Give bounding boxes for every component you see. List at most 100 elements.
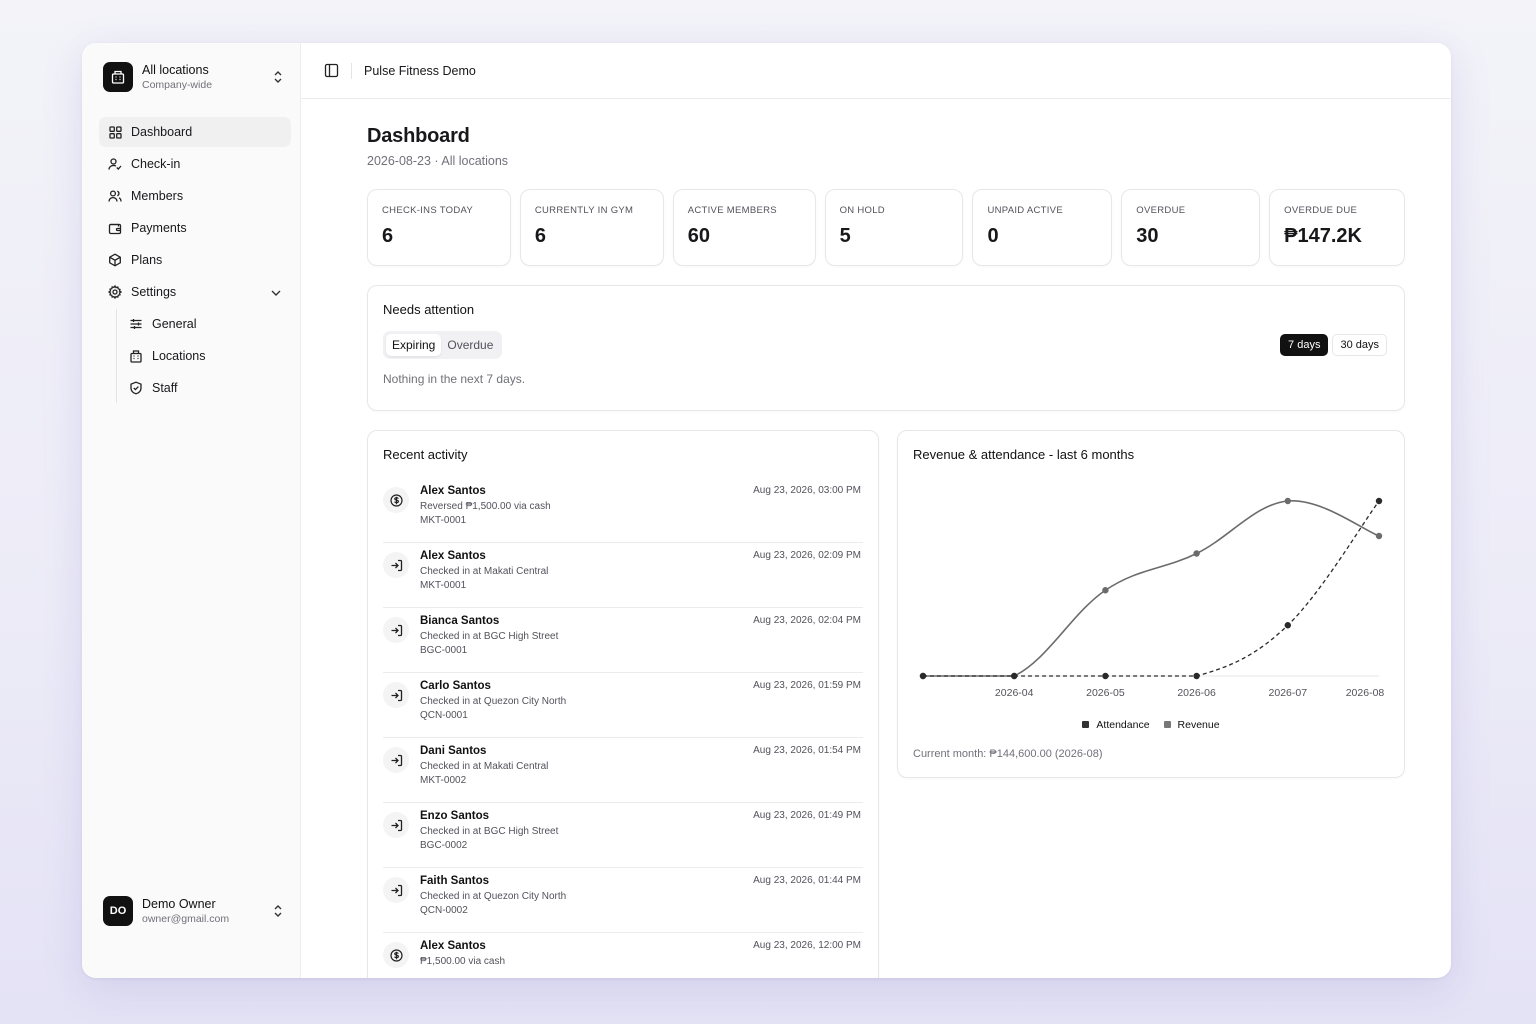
- stat-label: UNPAID ACTIVE: [987, 205, 1063, 216]
- sidebar-item-dashboard[interactable]: Dashboard: [99, 117, 291, 147]
- activity-description: Checked in at BGC High Street: [420, 826, 559, 837]
- activity-member-code: MKT-0001: [420, 515, 467, 526]
- activity-name: Enzo Santos: [420, 810, 490, 822]
- sidebar-item-general[interactable]: General: [117, 309, 291, 339]
- legend-item-revenue: Revenue: [1163, 719, 1220, 731]
- sidebar-item-locations[interactable]: Locations: [117, 341, 291, 371]
- data-point-attendance[interactable]: [1102, 672, 1109, 680]
- activity-row: Dani Santos Checked in at Makati Central M…: [383, 738, 863, 803]
- main-area: Pulse Fitness Demo Dashboard 2026-08-23 …: [301, 43, 1451, 978]
- activity-row: Carlo Santos Checked in at Quezon City No…: [383, 673, 863, 738]
- stat-label: OVERDUE DUE: [1284, 205, 1358, 216]
- page-content: Dashboard 2026-08-23 · All locations CHE…: [367, 99, 1406, 978]
- data-point-attendance[interactable]: [1011, 672, 1018, 680]
- sidebar-item-label: Dashboard: [131, 125, 193, 139]
- data-point-attendance[interactable]: [1375, 497, 1383, 505]
- check-in-icon: [383, 812, 409, 838]
- card-title: Recent activity: [383, 447, 468, 462]
- location-switcher[interactable]: All locations Company-wide: [103, 60, 285, 94]
- data-point-revenue[interactable]: [1102, 587, 1109, 594]
- activity-member-code: MKT-0001: [420, 580, 467, 591]
- stat-label: CHECK-INS TODAY: [382, 205, 474, 216]
- activity-row: Alex Santos ₱1,500.00 via cash Aug 23, 202…: [383, 933, 863, 978]
- app-name: Pulse Fitness Demo: [364, 63, 476, 78]
- activity-name: Faith Santos: [420, 875, 490, 887]
- check-in-icon: [383, 617, 409, 643]
- sidebar-item-settings[interactable]: Settings: [99, 277, 291, 307]
- x-tick-label: 2026-06: [1177, 687, 1216, 699]
- grid-icon: [108, 125, 122, 139]
- sidebar-item-check-in[interactable]: Check-in: [99, 149, 291, 179]
- stat-label: CURRENTLY IN GYM: [534, 205, 634, 216]
- data-point-revenue[interactable]: [1284, 497, 1291, 505]
- sidebar-item-plans[interactable]: Plans: [99, 245, 291, 275]
- stat-card-on-hold: ON HOLD 5: [824, 189, 964, 266]
- settings-subnav: General Locations Staff: [116, 309, 291, 403]
- legend-label: Revenue: [1177, 719, 1220, 731]
- tab-expiring[interactable]: Expiring: [386, 334, 442, 356]
- chart-footer: Current month: ₱144,600.00 (2026-08): [913, 748, 1103, 760]
- activity-row: Alex Santos Checked in at Makati Central M…: [383, 543, 863, 608]
- dollar-icon: [383, 487, 409, 513]
- stat-card-overdue-due: OVERDUE DUE ₱147.2K: [1269, 189, 1406, 266]
- stat-value: 30: [1136, 225, 1159, 247]
- user-name: Demo Owner: [142, 896, 216, 911]
- activity-member-code: QCN-0001: [420, 710, 468, 721]
- wallet-icon: [108, 221, 122, 235]
- attention-tabs: Expiring Overdue: [383, 331, 503, 359]
- tab-overdue[interactable]: Overdue: [447, 338, 494, 352]
- activity-member-code: MKT-0002: [420, 775, 467, 786]
- activity-name: Alex Santos: [420, 550, 486, 562]
- stat-label: OVERDUE: [1136, 205, 1186, 216]
- divider: [351, 62, 352, 79]
- sidebar-item-staff[interactable]: Staff: [117, 373, 291, 403]
- legend-item-attendance: Attendance: [1082, 719, 1150, 731]
- user-menu[interactable]: DO Demo Owner owner@gmail.com: [103, 895, 285, 927]
- sidebar-nav: Dashboard Check-in Members Payments Plan…: [99, 117, 291, 405]
- shield-icon: [129, 381, 143, 395]
- activity-name: Alex Santos: [420, 485, 486, 497]
- activity-name: Dani Santos: [420, 745, 487, 757]
- range-30-days-button[interactable]: 30 days: [1332, 334, 1387, 356]
- chevron-down-icon: [271, 285, 281, 299]
- activity-timestamp: Aug 23, 2026, 01:54 PM: [753, 745, 861, 756]
- check-in-icon: [383, 877, 409, 903]
- legend-swatch: [1163, 721, 1171, 728]
- sidebar-item-label: Plans: [131, 253, 163, 267]
- sidebar-item-label: Check-in: [131, 157, 181, 171]
- activity-description: Checked in at BGC High Street: [420, 631, 559, 642]
- box-icon: [108, 253, 122, 267]
- data-point-revenue[interactable]: [1193, 550, 1200, 557]
- data-point-attendance[interactable]: [919, 672, 927, 680]
- stat-card-overdue: OVERDUE 30: [1121, 189, 1261, 266]
- activity-name: Bianca Santos: [420, 615, 500, 627]
- sidebar-item-members[interactable]: Members: [99, 181, 291, 211]
- activity-row: Enzo Santos Checked in at BGC High Street…: [383, 803, 863, 868]
- activity-timestamp: Aug 23, 2026, 01:59 PM: [753, 680, 861, 691]
- activity-description: Checked in at Makati Central: [420, 566, 549, 577]
- user-check-icon: [108, 157, 122, 171]
- sidebar-toggle-icon[interactable]: [323, 63, 339, 79]
- sidebar-item-label: Settings: [131, 285, 177, 299]
- empty-state-text: Nothing in the next 7 days.: [383, 372, 526, 386]
- activity-timestamp: Aug 23, 2026, 01:44 PM: [753, 875, 861, 886]
- check-in-icon: [383, 552, 409, 578]
- activity-member-code: QCN-0002: [420, 905, 468, 916]
- chart-title: Revenue & attendance - last 6 months: [913, 447, 1135, 462]
- data-point-revenue[interactable]: [1375, 532, 1383, 540]
- stat-label: ON HOLD: [839, 205, 885, 216]
- data-point-attendance[interactable]: [1193, 672, 1200, 680]
- stat-label: ACTIVE MEMBERS: [687, 205, 777, 216]
- activity-timestamp: Aug 23, 2026, 02:09 PM: [753, 550, 861, 561]
- sidebar-item-label: Payments: [131, 221, 187, 235]
- bottom-row: Recent activity Alex Santos Reversed ₱1,5…: [367, 430, 1405, 978]
- activity-body: Alex Santos Checked in at Makati Central M…: [420, 549, 863, 598]
- range-7-days-button[interactable]: 7 days: [1280, 334, 1329, 356]
- sidebar-item-payments[interactable]: Payments: [99, 213, 291, 243]
- location-title: All locations: [142, 62, 209, 77]
- dollar-icon: [383, 942, 409, 968]
- sliders-icon: [129, 317, 143, 331]
- needs-attention-card: Needs attention Expiring Overdue 7 days …: [367, 285, 1405, 411]
- data-point-attendance[interactable]: [1284, 622, 1291, 629]
- activity-body: Faith Santos Checked in at Quezon City No…: [420, 874, 863, 923]
